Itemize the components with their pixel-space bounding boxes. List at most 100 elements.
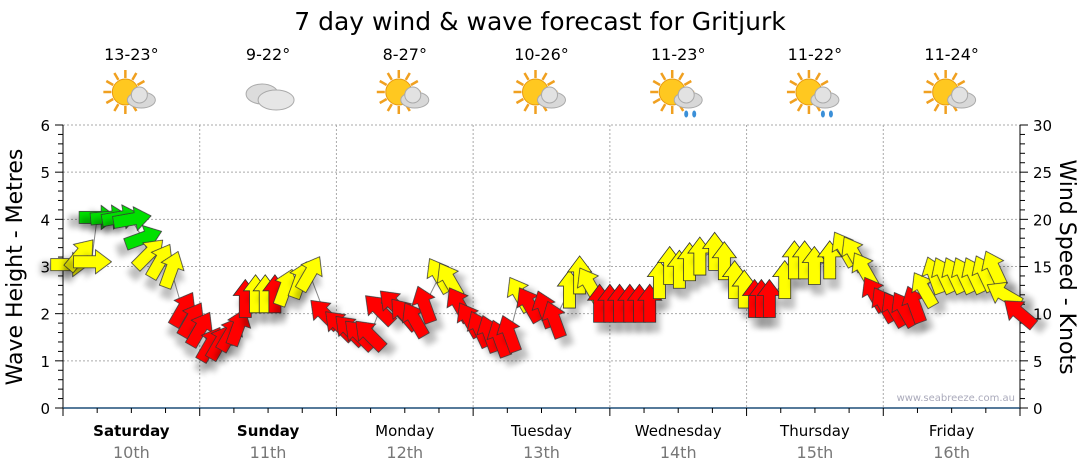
sun-ray xyxy=(933,103,940,112)
wind-arrow xyxy=(496,314,522,354)
wind-arrow xyxy=(294,256,323,294)
sun-ray xyxy=(541,72,548,81)
sun-ray xyxy=(678,72,685,81)
weather-sun-cloud-rain-icon xyxy=(786,70,840,118)
cloud-shape xyxy=(814,86,832,104)
wind-arrow xyxy=(112,206,152,232)
y2-tick-label: 10 xyxy=(1033,306,1052,324)
sun-ray xyxy=(113,72,120,81)
day-label: Wednesday xyxy=(635,422,722,440)
rain-drop xyxy=(684,110,689,118)
sun-ray xyxy=(652,79,661,87)
y-tick-label: 5 xyxy=(40,164,50,182)
cloud-shape xyxy=(541,86,558,104)
sun-ray xyxy=(796,103,804,112)
chart-title: 7 day wind & wave forecast for Gritjurk xyxy=(294,7,786,36)
sun-ray xyxy=(925,97,935,105)
y2-tick-label: 25 xyxy=(1033,164,1052,182)
wind-arrow xyxy=(411,285,438,325)
day-label: Tuesday xyxy=(510,422,572,440)
sun-ray xyxy=(796,72,804,81)
wind-arrow xyxy=(73,248,113,275)
y-tick-label: 1 xyxy=(40,353,50,371)
cloud-shape xyxy=(130,86,148,104)
y-tick-label: 3 xyxy=(40,259,50,277)
sun-ray xyxy=(789,79,798,87)
date-label: 15th xyxy=(797,443,834,462)
weather-sun-cloud-icon xyxy=(376,70,430,114)
sun-ray xyxy=(515,97,525,105)
wind-arrow xyxy=(1004,300,1039,331)
date-label: 16th xyxy=(933,443,970,462)
weather-cloud-icon xyxy=(245,83,295,111)
sun-ray xyxy=(410,79,419,87)
rain-drop xyxy=(820,110,825,118)
rain-drop xyxy=(828,110,833,118)
day-label: Thursday xyxy=(779,422,850,440)
sun-ray xyxy=(131,72,138,81)
y2-tick-label: 5 xyxy=(1033,353,1043,371)
weather-sun-cloud-icon xyxy=(103,70,156,114)
sun-ray xyxy=(386,103,393,112)
sun-ray xyxy=(379,97,388,105)
rain-drop xyxy=(692,110,697,118)
temperature-label: 11-24° xyxy=(924,45,979,64)
temperature-label: 11-23° xyxy=(651,45,706,64)
sun-ray xyxy=(925,79,935,87)
sun-ray xyxy=(951,72,958,81)
date-label: 13th xyxy=(523,443,560,462)
sun-ray xyxy=(136,79,146,87)
temperature-label: 10-26° xyxy=(514,45,569,64)
sun-ray xyxy=(652,97,661,105)
sun-ray xyxy=(386,72,393,81)
cloud-shape xyxy=(677,86,695,104)
y2-tick-label: 20 xyxy=(1033,211,1052,229)
y-tick-label: 0 xyxy=(40,400,50,418)
date-label: 14th xyxy=(660,443,697,462)
y-tick-label: 6 xyxy=(40,117,50,135)
date-label: 12th xyxy=(386,443,423,462)
sun-ray xyxy=(404,72,411,81)
wind-arrow xyxy=(355,320,388,353)
temperature-label: 9-22° xyxy=(246,45,290,64)
y2-tick-label: 0 xyxy=(1033,400,1043,418)
sun-ray xyxy=(546,79,556,87)
sun-ray xyxy=(523,72,530,81)
cloud-shape xyxy=(404,86,422,104)
y-tick-label: 2 xyxy=(40,306,50,324)
y-tick-label: 4 xyxy=(40,211,50,229)
wind-arrow xyxy=(541,300,567,340)
weather-sun-cloud-icon xyxy=(513,70,566,114)
day-label: Monday xyxy=(375,422,434,440)
watermark: www.seabreeze.com.au xyxy=(897,393,1015,404)
date-label: 10th xyxy=(113,443,150,462)
sun-ray xyxy=(789,97,798,105)
sun-ray xyxy=(660,103,667,112)
temperature-label: 8-27° xyxy=(383,45,427,64)
y2-axis-label: Wind Speed - Knots xyxy=(1054,159,1079,374)
sun-ray xyxy=(820,79,829,87)
sun-ray xyxy=(105,97,114,105)
temperature-label: 11-22° xyxy=(788,45,843,64)
sun-ray xyxy=(105,79,114,87)
sun-ray xyxy=(683,79,692,87)
sun-ray xyxy=(113,103,120,112)
sun-ray xyxy=(814,72,822,81)
sun-ray xyxy=(957,79,966,87)
temperature-label: 13-23° xyxy=(104,45,159,64)
day-label: Friday xyxy=(929,422,975,440)
sun-ray xyxy=(515,79,525,87)
wind-arrow xyxy=(158,250,185,290)
day-label: Sunday xyxy=(237,422,300,440)
sun-ray xyxy=(660,72,667,81)
sun-ray xyxy=(933,72,940,81)
day-label: Saturday xyxy=(93,422,170,440)
y-axis-label: Wave Height - Metres xyxy=(3,149,28,386)
weather-sun-cloud-icon xyxy=(923,70,977,114)
cloud-shape xyxy=(951,86,969,104)
cloud-shape xyxy=(257,89,295,111)
wind-arrow xyxy=(225,308,252,348)
sun-ray xyxy=(379,79,388,87)
y2-tick-label: 15 xyxy=(1033,259,1052,277)
